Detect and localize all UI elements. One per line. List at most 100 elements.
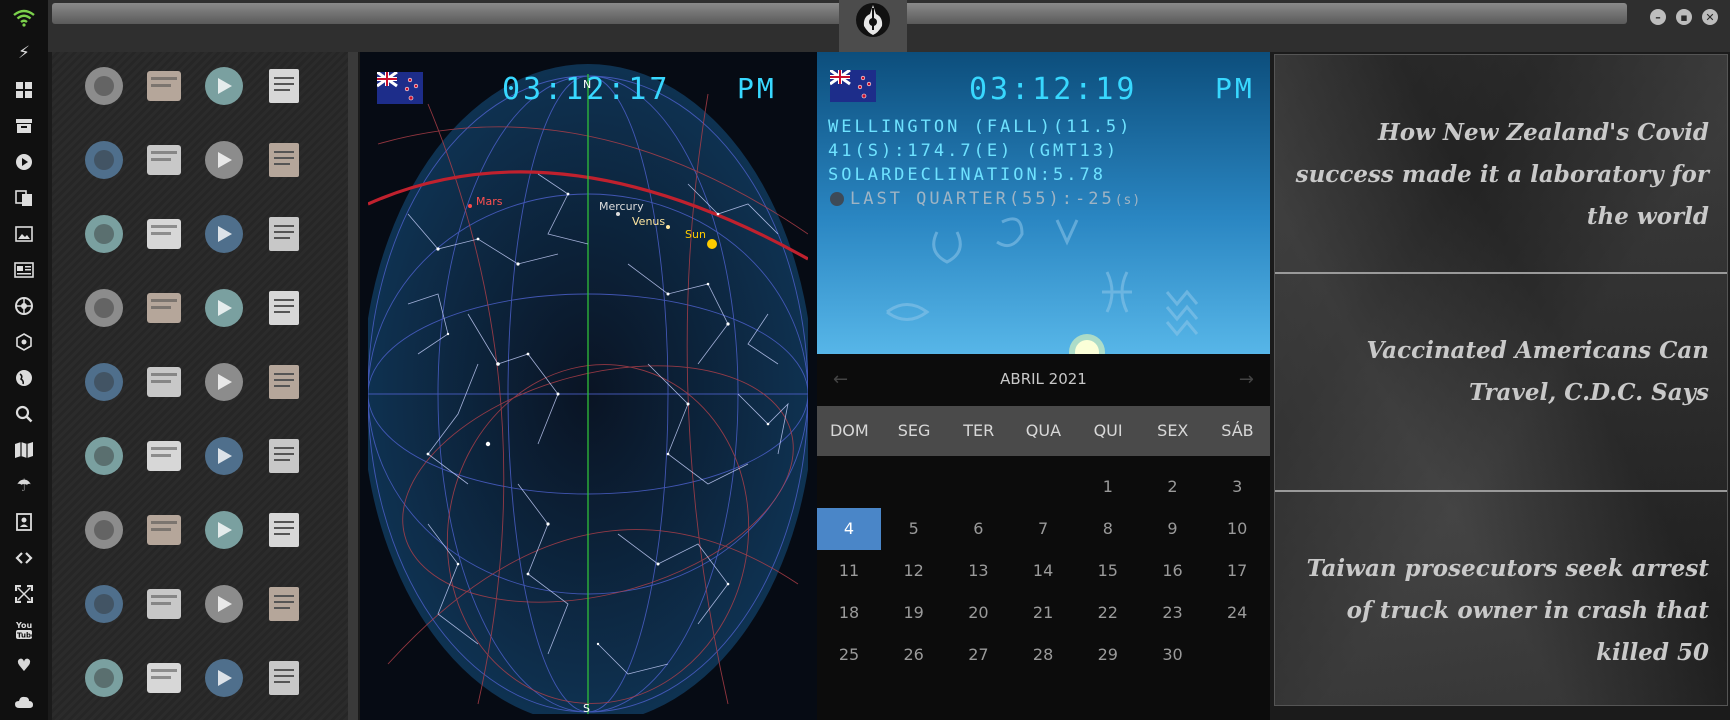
cloud-icon[interactable] — [12, 690, 36, 714]
calendar-day[interactable]: 11 — [838, 561, 860, 580]
web-browser-icon[interactable] — [204, 140, 244, 180]
news-icon[interactable] — [12, 258, 36, 282]
cloud-lock-icon[interactable] — [204, 214, 244, 254]
arrow-app-icon[interactable] — [84, 140, 124, 180]
calendar-day[interactable]: 5 — [908, 519, 919, 538]
star-chart[interactable]: Mars Mercury Venus Sun N S — [368, 64, 808, 714]
terminal-icon[interactable] — [144, 140, 184, 180]
music-icon[interactable] — [204, 362, 244, 402]
calendar-day[interactable]: 27 — [968, 645, 989, 664]
presentation-icon[interactable] — [204, 658, 244, 698]
vscode-icon[interactable] — [264, 658, 304, 698]
calendar-day[interactable]: 2 — [1167, 477, 1178, 496]
binary-icon[interactable] — [204, 584, 244, 624]
github-icon[interactable] — [264, 214, 304, 254]
calendar-day[interactable]: 15 — [1097, 561, 1118, 580]
calendar-day[interactable]: 26 — [903, 645, 924, 664]
astronaut-icon[interactable] — [264, 436, 304, 476]
calendar-day-today[interactable]: 4 — [817, 508, 881, 550]
search-icon[interactable] — [12, 402, 36, 426]
cabinet-icon[interactable] — [264, 140, 304, 180]
calendar-day[interactable]: 7 — [1038, 519, 1049, 538]
prev-month-button[interactable]: ← — [833, 368, 849, 390]
contact-icon[interactable] — [12, 510, 36, 534]
death-star-icon[interactable] — [144, 288, 184, 328]
south-label: S — [583, 702, 590, 714]
windows-icon[interactable] — [12, 78, 36, 102]
calendar-day[interactable]: 16 — [1162, 561, 1183, 580]
settings-wheel-icon[interactable] — [12, 294, 36, 318]
calendar-day[interactable]: 8 — [1102, 519, 1113, 538]
photo-icon[interactable] — [144, 658, 184, 698]
camera-app-icon[interactable] — [264, 510, 304, 550]
calendar-day[interactable]: 24 — [1227, 603, 1248, 622]
image-icon[interactable] — [12, 222, 36, 246]
calendar-day[interactable]: 1 — [1102, 477, 1113, 496]
chemistry-icon[interactable] — [84, 584, 124, 624]
heart-icon[interactable]: ♥ — [16, 655, 32, 676]
map-icon[interactable] — [12, 438, 36, 462]
calendar-day[interactable]: 30 — [1162, 645, 1183, 664]
minimize-button[interactable]: – — [1650, 9, 1666, 25]
calendar-day[interactable]: 12 — [903, 561, 924, 580]
calendar-day[interactable]: 22 — [1097, 603, 1118, 622]
yandex-icon[interactable] — [144, 66, 184, 106]
hourglass-icon[interactable] — [264, 66, 304, 106]
umbrella-icon[interactable]: ☂ — [16, 475, 32, 496]
next-month-button[interactable]: → — [1238, 368, 1254, 390]
window-icon[interactable] — [84, 214, 124, 254]
calendar-day[interactable]: 3 — [1232, 477, 1243, 496]
close-button[interactable]: ✕ — [1702, 9, 1718, 25]
wikipedia-icon[interactable] — [204, 288, 244, 328]
network-icon[interactable] — [12, 330, 36, 354]
rebel-tab[interactable] — [839, 0, 907, 52]
c3po-icon[interactable] — [84, 510, 124, 550]
play-button-icon[interactable] — [84, 436, 124, 476]
translate-icon[interactable] — [12, 186, 36, 210]
close-circle-icon[interactable] — [204, 436, 244, 476]
link-icon[interactable] — [12, 546, 36, 570]
world-map-icon[interactable] — [264, 288, 304, 328]
calendar-day[interactable]: 19 — [903, 603, 924, 622]
youtube-icon[interactable]: You Tube — [12, 618, 36, 642]
document-viewer-icon[interactable] — [144, 362, 184, 402]
calendar-day[interactable]: 20 — [968, 603, 989, 622]
headline-2[interactable]: Vaccinated Americans Can Travel, C.D.C. … — [1366, 337, 1709, 406]
calculator-icon[interactable] — [204, 510, 244, 550]
list-app-icon[interactable] — [264, 584, 304, 624]
library-icon[interactable] — [84, 362, 124, 402]
calendar-day[interactable]: 9 — [1167, 519, 1178, 538]
magnifier-icon[interactable] — [204, 66, 244, 106]
calendar-day[interactable]: 25 — [838, 645, 860, 664]
calendar-day[interactable]: 14 — [1032, 561, 1054, 580]
video-icon[interactable] — [264, 362, 304, 402]
maximize-button[interactable]: ▪ — [1676, 9, 1692, 25]
headline-3[interactable]: Taiwan prosecutors seek arrest of truck … — [1306, 555, 1709, 666]
power-icon[interactable]: ⚡ — [18, 42, 30, 63]
starfleet-icon[interactable] — [84, 288, 124, 328]
expand-icon[interactable] — [12, 582, 36, 606]
calendar-day[interactable]: 28 — [1032, 645, 1054, 664]
calendar-day[interactable]: 17 — [1227, 561, 1248, 580]
calendar-day[interactable]: 23 — [1162, 603, 1183, 622]
wifi-icon[interactable] — [12, 6, 36, 30]
calendar-day[interactable]: 18 — [838, 603, 860, 622]
formula-icon[interactable] — [144, 584, 184, 624]
play-circle-icon[interactable] — [12, 150, 36, 174]
month-title: ABRIL 2021 — [1000, 370, 1087, 388]
calendar-day[interactable]: 21 — [1032, 603, 1054, 622]
translator-icon[interactable] — [144, 510, 184, 550]
launcher-scrollbar[interactable] — [348, 52, 358, 720]
video-player-icon[interactable] — [144, 436, 184, 476]
globe-icon[interactable] — [12, 366, 36, 390]
warning-icon[interactable] — [84, 66, 124, 106]
headline-1[interactable]: How New Zealand's Covid success made it … — [1295, 119, 1709, 230]
spacebar-icon[interactable] — [144, 214, 184, 254]
calendar-day[interactable]: 6 — [973, 519, 984, 538]
text-file-icon[interactable] — [84, 658, 124, 698]
archive-icon[interactable] — [12, 114, 36, 138]
calendar-day[interactable]: 10 — [1227, 519, 1248, 538]
calendar-day[interactable]: 13 — [968, 561, 989, 580]
calendar-day[interactable]: 29 — [1097, 645, 1118, 664]
headline-divider — [1275, 490, 1727, 492]
